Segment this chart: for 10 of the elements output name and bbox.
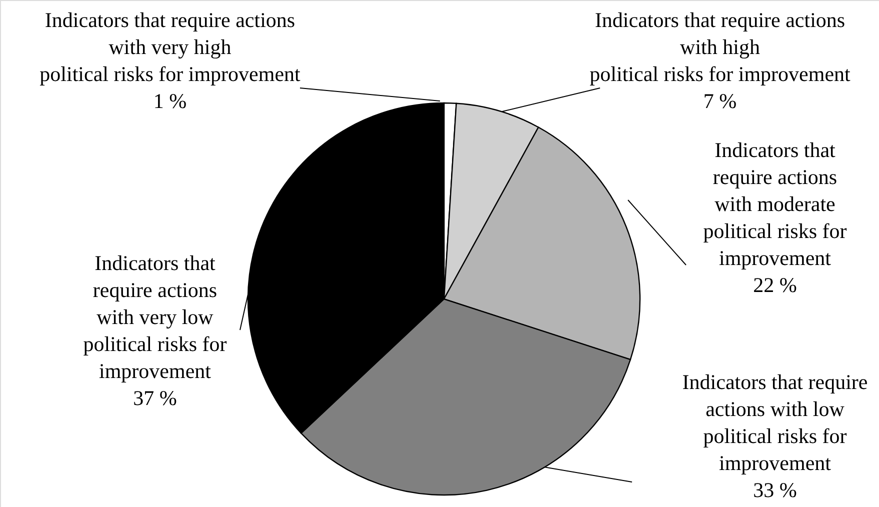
data-label: 37 % xyxy=(133,386,177,410)
data-label: 33 % xyxy=(753,478,797,502)
slice-label: Indicators that require actions with very high political risks for improvement xyxy=(40,8,301,86)
data-label: 7 % xyxy=(703,89,737,113)
slice-label: Indicators that require actions with very low political risks for improvement xyxy=(83,251,227,383)
slice-label: Indicators that require actions with high political risks for improvement xyxy=(590,8,851,86)
slice-label: Indicators that require actions with low political risks for improvement xyxy=(682,370,868,475)
data-label: 1 % xyxy=(153,89,187,113)
data-label: 22 % xyxy=(753,273,797,297)
slice-label: Indicators that require actions with moderate political risks for improvement xyxy=(703,138,847,270)
